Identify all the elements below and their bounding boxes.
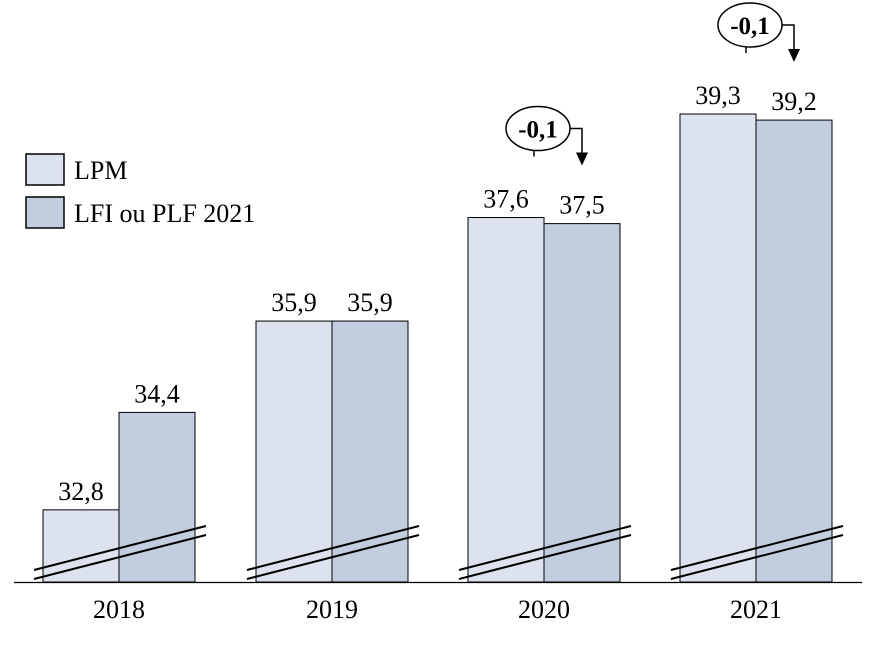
- legend-swatch-lpm: [25, 153, 65, 186]
- bar-lpm-2018: [42, 509, 120, 583]
- delta-label-2020: -0,1: [518, 117, 558, 144]
- bar-lpm-2019: [255, 320, 333, 583]
- x-tick-label: 2018: [93, 595, 145, 624]
- legend-swatch-lfi: [25, 196, 65, 229]
- axis-break-line: [246, 534, 420, 580]
- data-label-lpm-2018: 32,8: [58, 477, 104, 506]
- bar-lfi-2019: [331, 320, 409, 583]
- axis-break-line: [246, 525, 420, 571]
- axis-break-line: [670, 525, 844, 571]
- bars-layer: [42, 113, 833, 583]
- data-label-lpm-2021: 39,3: [695, 81, 741, 110]
- data-label-lpm-2019: 35,9: [271, 288, 317, 317]
- data-label-lfi-2018: 34,4: [134, 379, 180, 408]
- legend-label-lpm: LPM: [74, 156, 127, 185]
- delta-label-2021: -0,1: [730, 13, 770, 40]
- legend-label-lfi: LFI ou PLF 2021: [74, 199, 255, 228]
- data-label-lfi-2021: 39,2: [771, 87, 817, 116]
- axis-break-line: [458, 534, 632, 580]
- axis-breaks: [33, 525, 844, 580]
- delta-ellipse-2020: [505, 105, 571, 152]
- arrow-down-icon: [576, 152, 588, 166]
- x-tick-label: 2019: [306, 595, 358, 624]
- data-label-lpm-2020: 37,6: [483, 185, 529, 214]
- bar-lfi-2020: [543, 223, 621, 583]
- delta-annotations: -0,1 -0,1: [505, 2, 800, 166]
- value-labels: 32,8 34,4 35,9 35,9 37,6 37,5 39,3 39,2: [58, 81, 817, 506]
- bar-lfi-2021: [755, 119, 833, 583]
- bar-lpm-2021: [679, 113, 757, 583]
- data-label-lfi-2019: 35,9: [347, 288, 393, 317]
- data-label-lfi-2020: 37,5: [559, 191, 605, 220]
- legend: LPM LFI ou PLF 2021: [25, 153, 255, 229]
- x-tick-label: 2021: [730, 595, 782, 624]
- x-tick-label: 2020: [518, 595, 570, 624]
- bar-lfi-2018: [118, 411, 196, 583]
- delta-ellipse-2021: [717, 2, 783, 48]
- axis-break-line: [33, 534, 207, 580]
- bar-lpm-2020: [467, 217, 545, 583]
- axis-break-line: [670, 534, 844, 580]
- axis-break-line: [458, 525, 632, 571]
- x-tick-labels: 2018 2019 2020 2021: [93, 595, 782, 624]
- axis-break-line: [33, 525, 207, 571]
- arrow-down-icon: [788, 49, 800, 62]
